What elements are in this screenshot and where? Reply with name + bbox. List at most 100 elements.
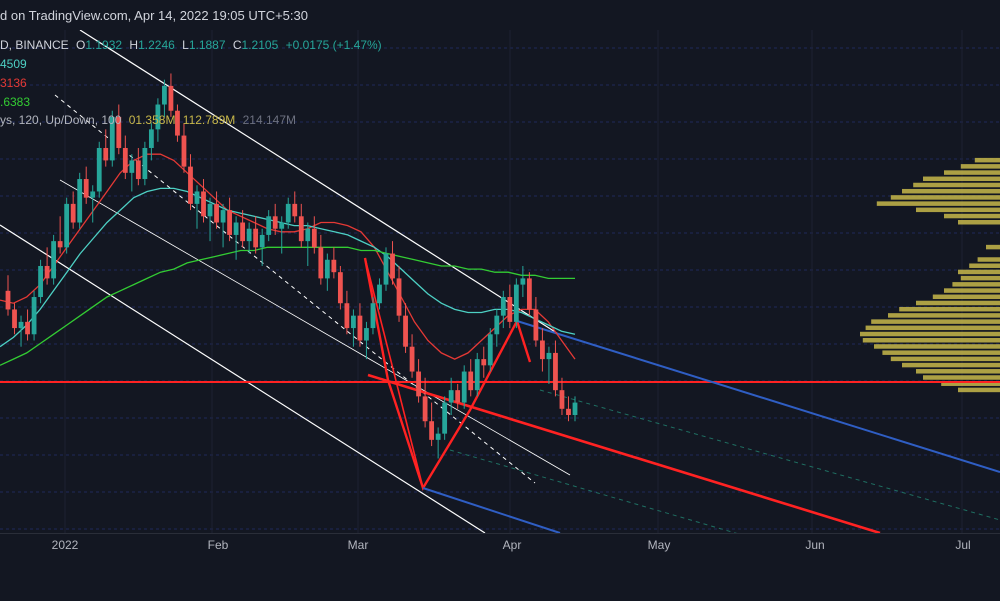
candle <box>109 110 115 167</box>
x-tick-label: Jul <box>955 538 971 552</box>
candle <box>181 123 187 173</box>
candle-body <box>331 259 337 273</box>
candle <box>12 303 17 335</box>
publish-header: d on TradingView.com, Apr 14, 2022 19:05… <box>0 0 1000 30</box>
candle-body <box>383 253 389 285</box>
candle <box>64 197 70 254</box>
candle-body <box>175 110 180 136</box>
candle <box>285 197 291 229</box>
candle-body <box>285 203 291 223</box>
candle <box>429 402 435 447</box>
legend-h-label: H <box>129 38 139 52</box>
candle-body <box>188 166 193 204</box>
candle <box>155 98 161 142</box>
candle-body <box>357 315 363 341</box>
candle <box>474 352 480 397</box>
candle-body <box>416 371 421 397</box>
candle-body <box>422 396 428 422</box>
drawing-tools <box>0 30 1000 533</box>
candle-body <box>364 328 369 341</box>
candle <box>553 340 558 397</box>
candle <box>188 154 193 211</box>
volume-profile-bar <box>944 170 1000 175</box>
candle <box>487 328 493 372</box>
channel-mid-line <box>54 94 536 484</box>
candle-body <box>513 284 519 322</box>
price-chart[interactable] <box>0 30 1000 533</box>
volume-profile-bar <box>960 164 1000 169</box>
candle <box>240 210 246 248</box>
candle-body <box>553 352 558 391</box>
volume-profile-bar <box>986 244 1000 250</box>
candle <box>461 365 467 409</box>
candle-body <box>51 241 57 279</box>
legend-l-label: L <box>182 38 189 52</box>
candle <box>416 359 421 403</box>
candle <box>305 222 311 266</box>
candle <box>422 377 428 428</box>
candle <box>337 265 343 310</box>
candle-body <box>31 297 37 335</box>
candle-body <box>500 297 506 316</box>
candle-body <box>266 216 272 235</box>
candle <box>383 247 389 291</box>
candle <box>279 216 285 254</box>
legend-o-label: O <box>76 38 86 52</box>
candle <box>272 203 278 235</box>
legend-vp-label: ys, 120, Up/Down, 100 <box>0 113 122 127</box>
candle <box>311 216 317 254</box>
candle-body <box>109 116 115 161</box>
legend-ma3: .6383 <box>0 95 31 109</box>
candle <box>129 154 135 192</box>
volume-profile-bar <box>890 356 1000 362</box>
candle <box>448 377 454 416</box>
candle-body <box>5 290 11 310</box>
candle-body <box>487 334 493 366</box>
candle <box>122 135 128 180</box>
legend-c-value: 1.2105 <box>241 38 279 52</box>
candle-body <box>546 352 552 360</box>
candle <box>455 383 461 409</box>
legend-vp-v2: 112.789M <box>182 113 236 127</box>
candle-body <box>90 191 96 198</box>
legend-symbol: D, BINANCE <box>0 38 69 52</box>
candle <box>259 228 265 266</box>
candle <box>520 265 526 298</box>
candle-body <box>25 321 30 335</box>
candle <box>44 247 50 285</box>
candle-body <box>533 309 539 341</box>
publish-text: d on TradingView.com, Apr 14, 2022 19:05… <box>0 8 308 23</box>
candle <box>31 290 37 341</box>
candle <box>507 284 513 329</box>
candle <box>51 234 57 285</box>
descending-channel <box>0 30 571 533</box>
candle-body <box>461 371 467 403</box>
candle-body <box>298 216 304 242</box>
volume-profile-bar <box>862 337 1000 343</box>
candle <box>266 210 272 242</box>
legend-ma2: 3136 <box>0 76 27 90</box>
volume-profile-bar <box>916 300 1000 306</box>
x-tick-label: Mar <box>347 538 369 552</box>
volume-profile-bar <box>888 313 1000 318</box>
candle-body <box>240 222 246 242</box>
candle-body <box>566 408 571 416</box>
candle <box>142 141 148 186</box>
candle <box>83 166 89 204</box>
candle <box>116 104 122 155</box>
candle-body <box>12 309 17 329</box>
volume-profile-bar <box>941 381 1000 386</box>
candle-body <box>318 247 324 279</box>
candle-body <box>442 402 448 434</box>
candle <box>70 191 76 229</box>
candle-body <box>64 203 70 248</box>
volume-profile-bar <box>944 213 1000 219</box>
candle-body <box>559 390 565 409</box>
candle <box>442 396 448 440</box>
legend-l-value: 1.1887 <box>188 38 226 52</box>
blue-support-line <box>422 487 561 533</box>
volume-profile-bar <box>932 294 1000 300</box>
candle <box>344 290 350 335</box>
candle-body <box>214 203 219 223</box>
time-axis <box>0 533 1000 601</box>
